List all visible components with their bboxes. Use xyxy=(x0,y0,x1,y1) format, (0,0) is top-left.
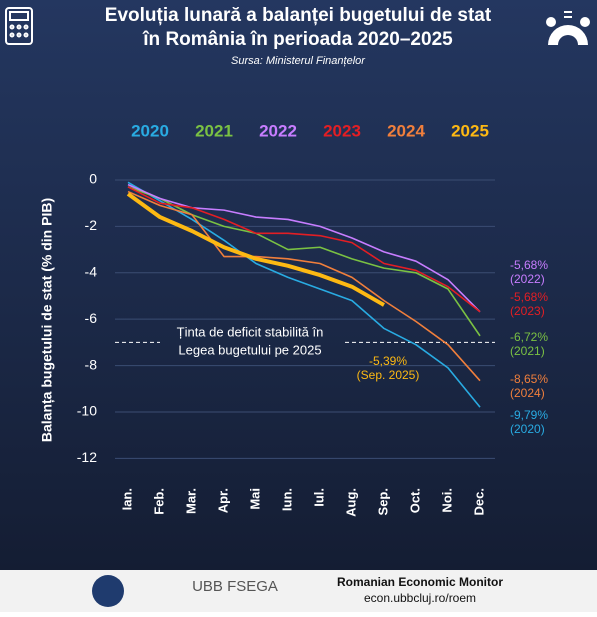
line xyxy=(126,192,385,307)
legend-entry: 2020 xyxy=(131,121,169,140)
target-label: Ținta de deficit stabilită în xyxy=(177,324,324,339)
end-label: -9,79% xyxy=(510,408,548,422)
background xyxy=(0,0,597,570)
x-tick-label: Iun. xyxy=(279,488,294,511)
legend-entry: 2024 xyxy=(387,121,425,140)
end-label: (2024) xyxy=(510,386,545,400)
y-axis-label: Balanța bugetului de stat (% din PIB) xyxy=(39,198,55,442)
legend-entry: 2025 xyxy=(451,121,489,140)
legend-entry: 2021 xyxy=(195,121,233,140)
x-tick-label: Mar. xyxy=(183,488,198,514)
footer-org: UBB FSEGA xyxy=(192,578,278,595)
x-tick-label: Ian. xyxy=(119,488,134,510)
end-label: (2022) xyxy=(510,272,545,286)
x-tick-label: Mai xyxy=(247,488,262,510)
line xyxy=(127,190,481,382)
footer-bg xyxy=(0,570,597,612)
balance-icon xyxy=(546,11,590,45)
annotation: -5,39% xyxy=(369,354,407,368)
title: Evoluția lunară a balanței bugetului de … xyxy=(105,5,492,26)
footer-url: econ.ubbcluj.ro/roem xyxy=(364,591,476,605)
x-tick-label: Noi. xyxy=(439,488,454,513)
line xyxy=(127,181,481,408)
legend-entry: 2023 xyxy=(323,121,361,140)
line xyxy=(127,186,481,313)
x-tick-label: Oct. xyxy=(407,488,422,513)
annotation: (Sep. 2025) xyxy=(357,368,420,382)
y-tick-label: -6 xyxy=(85,310,98,326)
x-tick-label: Sep. xyxy=(375,488,390,515)
x-tick-label: Aug. xyxy=(343,488,358,517)
end-label: -5,68% xyxy=(510,258,548,272)
subtitle: Sursa: Ministerul Finanțelor xyxy=(231,55,366,67)
y-tick-label: -8 xyxy=(85,356,98,372)
x-tick-label: Dec. xyxy=(471,488,486,515)
legend-entry: 2022 xyxy=(259,121,297,140)
x-tick-label: Feb. xyxy=(151,488,166,515)
end-label: (2020) xyxy=(510,422,545,436)
y-tick-label: -10 xyxy=(77,403,97,419)
target-label: Legea bugetului pe 2025 xyxy=(178,342,321,357)
y-tick-label: -12 xyxy=(77,449,97,465)
x-tick-label: Apr. xyxy=(215,488,230,513)
y-tick-label: 0 xyxy=(89,171,97,187)
end-label: -5,68% xyxy=(510,290,548,304)
end-label: -6,72% xyxy=(510,330,548,344)
line xyxy=(127,186,481,337)
x-tick-label: Iul. xyxy=(311,488,326,507)
end-label: (2023) xyxy=(510,304,545,318)
calculator-icon xyxy=(5,7,33,45)
y-tick-label: -2 xyxy=(85,217,98,233)
footer-name: Romanian Economic Monitor xyxy=(337,575,503,589)
end-label: -8,65% xyxy=(510,372,548,386)
y-tick-label: -4 xyxy=(85,263,98,279)
end-label: (2021) xyxy=(510,344,545,358)
title: în România în perioada 2020–2025 xyxy=(142,29,453,50)
footer: UBB FSEGA Romanian Economic Monitor econ… xyxy=(92,575,503,607)
